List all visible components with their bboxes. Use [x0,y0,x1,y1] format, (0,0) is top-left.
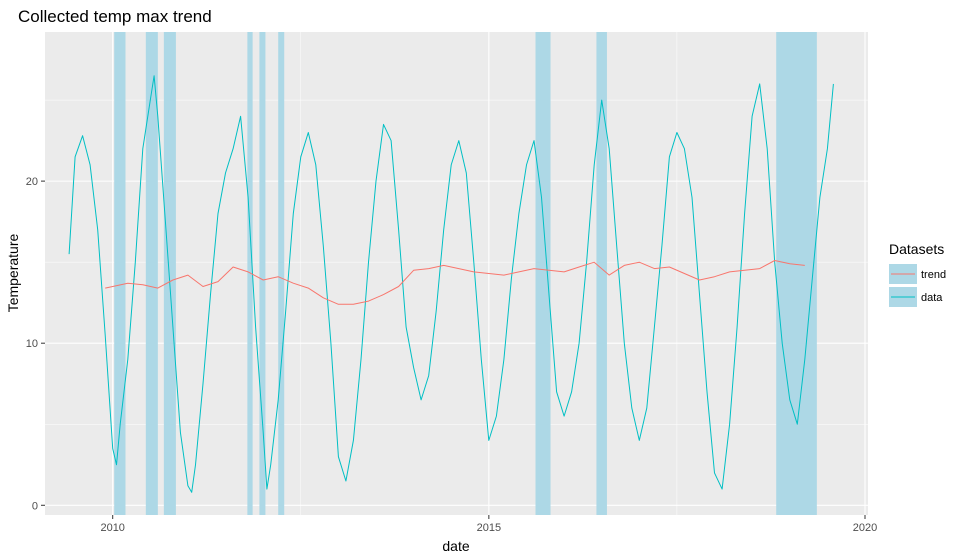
x-axis: 2010 2015 2020 [100,515,877,534]
series-line-data [68,75,834,493]
shaded-period [596,32,607,515]
y-tick-label: 20 [26,176,38,188]
series-lines [68,75,834,493]
shaded-period [259,32,266,515]
chart-title: Collected temp max trend [18,7,212,26]
plot-panel [45,32,868,515]
x-tick-label: 2015 [477,522,501,534]
shaded-periods [114,32,817,515]
y-tick-label: 10 [26,338,38,350]
grid-lines [45,32,868,515]
legend-label-data: data [921,292,943,304]
legend: Datasets trend data [889,241,946,307]
shaded-period [145,32,158,515]
x-tick-label: 2010 [100,522,124,534]
shaded-period [776,32,817,515]
series-line-trend [105,260,805,305]
x-tick-label: 2020 [853,522,877,534]
y-axis: 0 10 20 [26,176,45,512]
legend-title: Datasets [889,241,944,257]
shaded-period [535,32,551,515]
x-axis-title: date [442,538,469,554]
shaded-period [114,32,126,515]
y-tick-label: 0 [32,500,38,512]
legend-label-trend: trend [921,269,946,281]
y-axis-title: Temperature [5,233,21,312]
shaded-period [278,32,285,515]
shaded-period [163,32,176,515]
shaded-period [247,32,253,515]
